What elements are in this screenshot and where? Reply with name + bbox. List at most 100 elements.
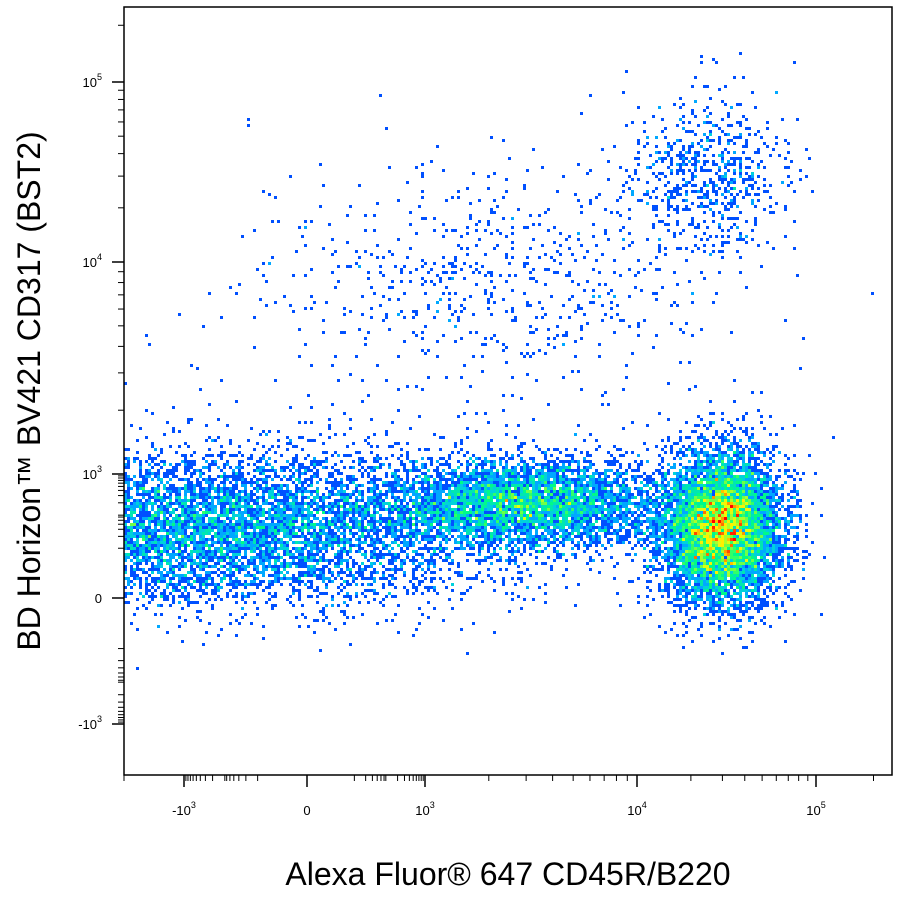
density-point xyxy=(673,466,676,469)
density-point xyxy=(334,463,337,466)
density-point xyxy=(463,484,466,487)
density-point xyxy=(682,505,685,508)
density-point xyxy=(481,343,484,346)
density-point xyxy=(250,517,253,520)
density-point xyxy=(625,451,628,454)
density-point xyxy=(709,481,712,484)
density-point xyxy=(178,478,181,481)
density-point xyxy=(667,511,670,514)
density-point xyxy=(208,436,211,439)
density-point xyxy=(124,478,127,481)
density-point xyxy=(685,322,688,325)
density-point xyxy=(226,493,229,496)
density-point xyxy=(481,517,484,520)
density-point xyxy=(316,487,319,490)
density-point xyxy=(748,166,751,169)
density-point xyxy=(613,496,616,499)
density-point xyxy=(475,475,478,478)
density-point xyxy=(628,466,631,469)
density-point xyxy=(469,508,472,511)
density-point xyxy=(397,355,400,358)
density-point xyxy=(523,226,526,229)
density-point xyxy=(640,496,643,499)
density-point xyxy=(271,487,274,490)
density-point xyxy=(589,475,592,478)
density-point xyxy=(163,472,166,475)
density-point xyxy=(274,487,277,490)
density-point xyxy=(769,478,772,481)
density-point xyxy=(751,202,754,205)
density-point xyxy=(754,448,757,451)
density-point xyxy=(166,520,169,523)
density-point xyxy=(157,499,160,502)
density-point xyxy=(388,484,391,487)
density-point xyxy=(574,484,577,487)
density-point xyxy=(268,193,271,196)
density-point xyxy=(643,442,646,445)
density-point xyxy=(256,499,259,502)
density-point xyxy=(763,427,766,430)
density-point xyxy=(721,463,724,466)
density-point xyxy=(712,478,715,481)
density-point xyxy=(535,379,538,382)
density-point xyxy=(262,430,265,433)
density-point xyxy=(724,430,727,433)
density-point xyxy=(490,295,493,298)
density-point xyxy=(733,508,736,511)
density-point xyxy=(325,517,328,520)
density-point xyxy=(424,448,427,451)
density-point xyxy=(151,460,154,463)
density-point xyxy=(331,481,334,484)
density-point xyxy=(238,472,241,475)
density-point xyxy=(748,484,751,487)
density-point xyxy=(154,493,157,496)
density-point xyxy=(562,502,565,505)
density-point xyxy=(709,442,712,445)
density-point xyxy=(748,466,751,469)
density-point xyxy=(622,511,625,514)
density-point xyxy=(748,451,751,454)
density-point xyxy=(310,511,313,514)
density-point xyxy=(172,466,175,469)
density-point xyxy=(532,148,535,151)
density-point xyxy=(502,343,505,346)
density-point xyxy=(637,493,640,496)
density-point xyxy=(478,271,481,274)
density-point xyxy=(736,205,739,208)
density-point xyxy=(766,190,769,193)
density-point xyxy=(718,127,721,130)
density-point xyxy=(298,511,301,514)
density-point xyxy=(715,193,718,196)
density-point xyxy=(250,427,253,430)
density-point xyxy=(775,505,778,508)
density-point xyxy=(307,517,310,520)
density-point xyxy=(229,505,232,508)
density-point xyxy=(247,457,250,460)
density-point xyxy=(658,469,661,472)
density-point xyxy=(361,505,364,508)
density-point xyxy=(262,508,265,511)
density-point xyxy=(484,508,487,511)
density-point xyxy=(367,487,370,490)
density-point xyxy=(607,481,610,484)
density-point xyxy=(295,484,298,487)
density-point xyxy=(232,490,235,493)
density-point xyxy=(358,490,361,493)
density-point xyxy=(343,331,346,334)
density-point xyxy=(208,493,211,496)
density-point xyxy=(703,148,706,151)
density-point xyxy=(436,514,439,517)
density-point xyxy=(778,496,781,499)
density-point xyxy=(733,199,736,202)
density-point xyxy=(547,490,550,493)
density-point xyxy=(361,472,364,475)
density-point xyxy=(508,508,511,511)
density-point xyxy=(169,505,172,508)
density-point xyxy=(631,514,634,517)
density-point xyxy=(658,412,661,415)
density-point xyxy=(235,484,238,487)
density-point xyxy=(691,508,694,511)
density-point xyxy=(277,499,280,502)
density-point xyxy=(154,448,157,451)
density-point xyxy=(739,427,742,430)
